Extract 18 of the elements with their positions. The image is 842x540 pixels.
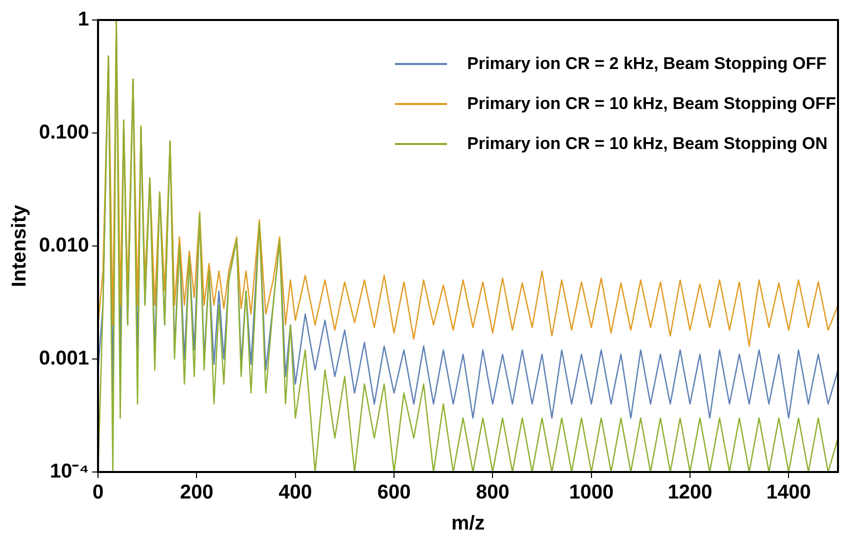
- x-axis-title: m/z: [451, 512, 485, 535]
- x-tick-label: 400: [278, 482, 312, 504]
- y-axis-title: Intensity: [8, 204, 31, 288]
- legend-label: Primary ion CR = 10 kHz, Beam Stopping OFF: [467, 94, 836, 114]
- y-tick-label: 0.001: [38, 348, 90, 370]
- x-tick-label: 0: [92, 482, 104, 504]
- y-tick-label: 0.100: [38, 122, 90, 144]
- legend-label: Primary ion CR = 2 kHz, Beam Stopping OFF: [467, 54, 827, 74]
- y-tick-label: 1: [78, 8, 90, 31]
- x-tick-label: 1400: [766, 482, 811, 504]
- legend-label: Primary ion CR = 10 kHz, Beam Stopping ON: [467, 134, 828, 154]
- x-tick-label: 1000: [569, 482, 614, 504]
- x-tick-label: 1200: [668, 482, 712, 504]
- x-tick-label: 200: [180, 482, 214, 504]
- y-tick-label: 10⁻⁴: [50, 460, 90, 483]
- x-tick-label: 800: [476, 482, 510, 504]
- y-tick-label: 0.010: [38, 234, 90, 257]
- x-tick-label: 600: [377, 482, 411, 504]
